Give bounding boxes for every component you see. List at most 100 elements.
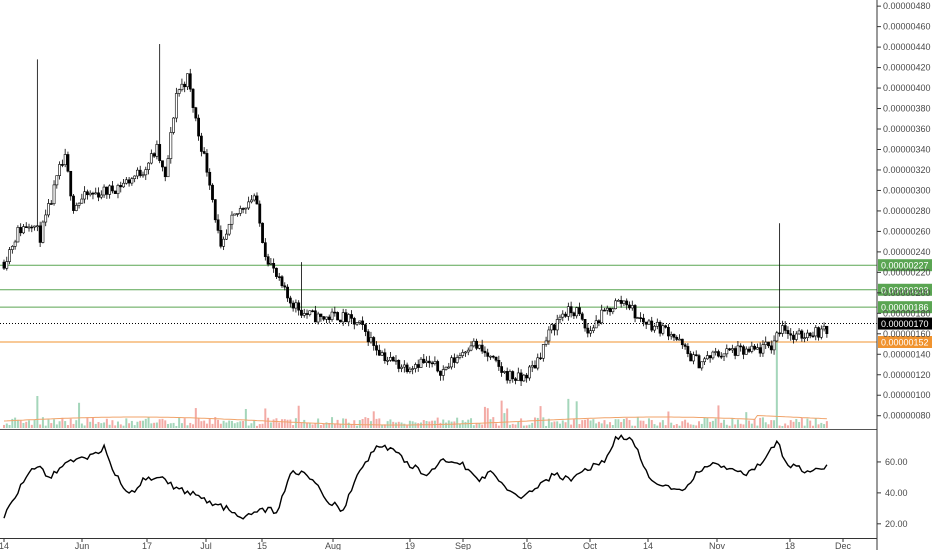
volume-bar <box>486 408 489 428</box>
volume-bar <box>381 425 384 428</box>
price-tick-label: 0.00000440 <box>883 42 931 52</box>
price-badge-label: 0.00000186 <box>881 303 929 313</box>
volume-bar <box>553 421 556 428</box>
volume-bar <box>105 418 108 428</box>
price-badge <box>878 317 932 330</box>
volume-bar <box>798 422 801 428</box>
candle-body <box>250 199 253 203</box>
candle-body <box>199 135 203 152</box>
candle-body <box>338 319 342 323</box>
candle-body <box>433 361 437 365</box>
candle-body <box>174 93 178 119</box>
candle-body <box>477 344 481 349</box>
candle-body <box>814 327 818 337</box>
candle-body <box>194 107 198 119</box>
candle-body <box>180 83 184 91</box>
price-tick-label: 0.00000160 <box>883 329 931 339</box>
volume-bar <box>525 425 528 428</box>
candle-body <box>166 158 170 178</box>
candle-body <box>389 357 392 361</box>
volume-bar <box>378 418 381 428</box>
candle-body <box>83 191 87 200</box>
candle-body <box>297 302 301 311</box>
candle-body <box>733 348 737 356</box>
candle-body <box>550 324 554 331</box>
price-axis[interactable]: 0.00000080 0.00000100 0.00000120 0.00000140… <box>876 0 931 550</box>
candle-body <box>263 242 267 257</box>
candle-body <box>66 154 70 172</box>
candle-body <box>458 355 462 358</box>
volume-bar <box>806 418 809 428</box>
candle-body <box>775 332 779 342</box>
volume-bar <box>483 406 486 428</box>
candle-body <box>566 306 570 317</box>
candle-body <box>744 348 748 355</box>
candle-body <box>669 334 673 337</box>
candle-body <box>761 344 765 354</box>
candle-body <box>372 337 376 346</box>
volume-bar <box>211 423 214 428</box>
candle-body <box>528 366 531 379</box>
candle-body <box>653 325 656 331</box>
price-tick-label: 0.00000140 <box>883 349 931 359</box>
candle-body <box>341 312 345 323</box>
candle-body <box>355 322 359 325</box>
candle-body <box>686 346 690 354</box>
candle-body <box>497 359 501 367</box>
candle-body <box>444 366 448 370</box>
price-tick-label: 0.00000260 <box>883 226 931 236</box>
price-tick-label: 0.00000320 <box>883 165 931 175</box>
rsi-tick-label: 20.00 <box>885 519 908 529</box>
volume-bar <box>528 424 531 428</box>
candle-body <box>241 208 245 210</box>
volume-bar <box>208 418 211 428</box>
candle-body <box>105 186 109 195</box>
candle-body <box>672 334 676 338</box>
volume-bar <box>303 419 306 428</box>
price-badge-label: 0.00000152 <box>881 337 929 347</box>
candle-body <box>58 164 62 176</box>
candle-body <box>719 355 723 358</box>
candle-body <box>97 192 100 198</box>
candle-body <box>739 345 743 348</box>
volume-bar <box>255 425 258 428</box>
volume-bar <box>495 423 498 428</box>
candle-body <box>344 312 348 323</box>
candle-body <box>641 317 645 323</box>
candle-body <box>119 185 123 188</box>
time-tick-label: 14 <box>643 541 653 550</box>
volume-bar <box>328 422 331 428</box>
volume-bar <box>734 424 737 428</box>
volume-bar <box>175 425 178 428</box>
volume-bar <box>478 423 481 428</box>
volume-bar <box>786 425 789 428</box>
volume-bar <box>653 424 656 428</box>
time-tick-label: Oct <box>583 541 598 550</box>
price-badge <box>878 301 932 314</box>
volume-bar <box>767 424 770 428</box>
volume-bar <box>94 423 97 428</box>
volume-bar <box>753 419 756 428</box>
candle-body <box>516 372 520 381</box>
volume-bar <box>122 425 125 428</box>
volume-bar <box>809 420 812 428</box>
candle-body <box>753 345 757 350</box>
volume-bar <box>86 417 89 428</box>
candle-body <box>138 169 142 176</box>
time-axis[interactable]: 14 Jun 17 Jul 15 Aug 19 Sep 16 Oct 14 Nov 18 Dec <box>0 538 877 550</box>
volume-bar <box>408 420 411 428</box>
price-tick-label: 0.00000360 <box>883 124 931 134</box>
volume-bar <box>597 421 600 428</box>
volume-bar <box>192 424 195 428</box>
candle-body <box>300 309 303 316</box>
volume-bar <box>91 417 94 428</box>
price-tick-label: 0.00000180 <box>883 308 931 318</box>
volume-bar <box>89 421 92 428</box>
candle-body <box>311 310 314 313</box>
price-tick-label: 0.00000120 <box>883 370 931 380</box>
time-tick-label: 17 <box>142 541 152 550</box>
volume-bar <box>511 423 514 428</box>
candle-body <box>116 185 120 194</box>
candle-body <box>447 366 451 369</box>
